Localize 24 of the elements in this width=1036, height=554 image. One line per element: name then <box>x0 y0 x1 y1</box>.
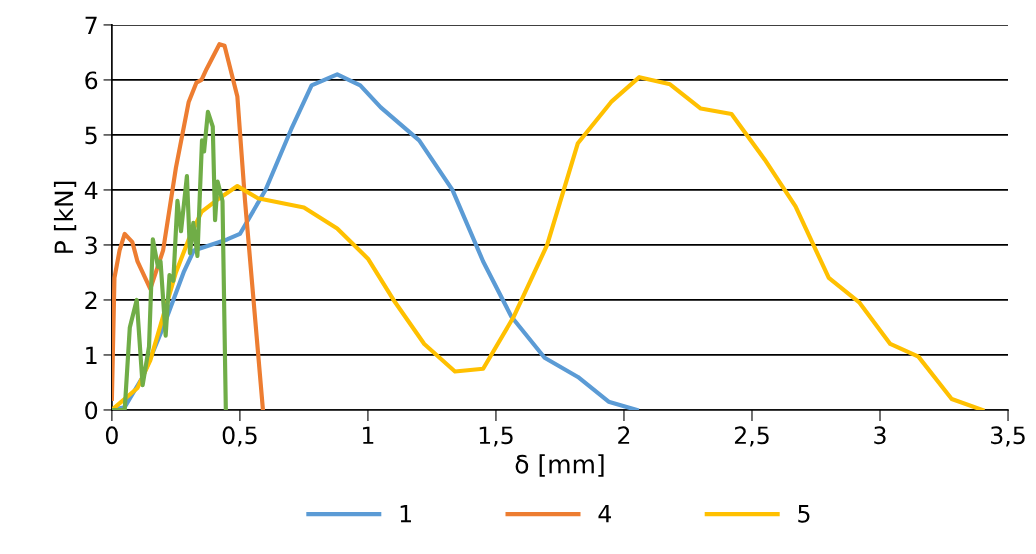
x-tick-label: 1,5 <box>479 426 513 447</box>
line-series <box>111 75 985 410</box>
y-tick-label: 2 <box>85 291 97 309</box>
y-tick-label: 4 <box>84 181 98 199</box>
legend-label: 5 <box>798 505 810 523</box>
legend-label: 4 <box>598 505 612 523</box>
x-tick-label: 0,5 <box>222 426 257 447</box>
y-tick-label: 1 <box>86 346 97 364</box>
x-tick-label: 3,5 <box>991 426 1025 447</box>
x-tick-label: 1 <box>363 426 374 444</box>
y-tick-label: 7 <box>85 16 97 34</box>
x-tick-label: 2 <box>618 426 630 444</box>
y-tick-label: 0 <box>85 401 98 420</box>
x-tick-label: 3 <box>874 426 886 445</box>
x-tick-label: 0 <box>105 426 118 445</box>
legend-label: 1 <box>400 505 411 523</box>
line-series <box>111 42 266 410</box>
x-axis-title: δ [mm] <box>515 454 604 477</box>
y-tick-label: 6 <box>85 71 98 90</box>
y-axis-title: P [kN] <box>53 181 77 253</box>
y-tick-label: 3 <box>85 236 97 255</box>
line-series <box>111 109 228 410</box>
x-tick-label: 2,5 <box>734 426 769 447</box>
y-tick-label: 5 <box>85 126 97 145</box>
